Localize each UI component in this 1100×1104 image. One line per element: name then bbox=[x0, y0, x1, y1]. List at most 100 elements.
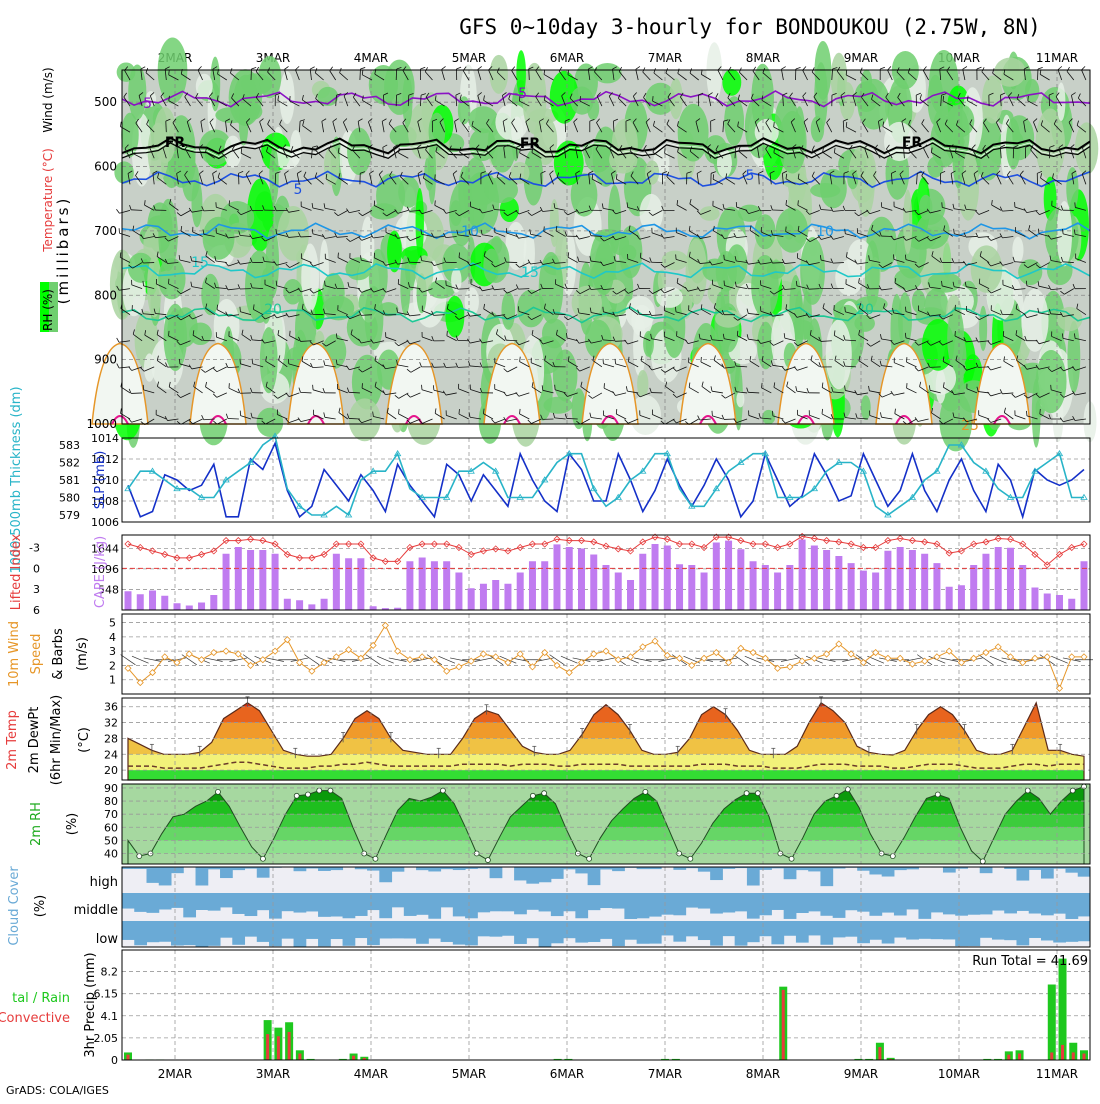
cape-bar bbox=[296, 600, 303, 610]
cloud-bar bbox=[955, 921, 968, 946]
cloud-bar bbox=[134, 921, 147, 945]
rh-marker bbox=[935, 792, 940, 797]
cloud-bar bbox=[379, 893, 392, 918]
rh-patch bbox=[936, 370, 946, 404]
cloud-bar bbox=[722, 921, 735, 936]
temperature-legend-label: Temperature (°C) bbox=[41, 148, 55, 253]
cloud-bar bbox=[330, 921, 343, 939]
cloud-bar bbox=[980, 893, 993, 914]
cape-bar bbox=[210, 595, 217, 610]
wind-barb bbox=[809, 289, 820, 290]
cloud-bar bbox=[1078, 867, 1091, 877]
cape-bar bbox=[664, 546, 671, 611]
lifted-ylabel: Lifted Index bbox=[9, 533, 24, 610]
cloud-bar bbox=[588, 921, 601, 942]
cape-bar bbox=[774, 573, 781, 611]
cloud-bar bbox=[735, 893, 748, 911]
top-date-label: 8MAR bbox=[746, 51, 781, 65]
cape-bar bbox=[995, 547, 1002, 610]
cloud-bar bbox=[245, 893, 258, 916]
cloud-ytick: low bbox=[96, 932, 119, 947]
cloud-bar bbox=[869, 921, 882, 940]
isotherm-label: 5 bbox=[746, 168, 755, 184]
cape-bar bbox=[982, 554, 989, 610]
cloud-bar bbox=[196, 867, 209, 885]
wind-barb-feather bbox=[459, 253, 460, 258]
rh-patch bbox=[762, 410, 775, 425]
rh-patch bbox=[191, 179, 202, 228]
cloud-bar bbox=[1065, 893, 1078, 919]
cloud-bar bbox=[551, 921, 564, 943]
cloud-bar bbox=[857, 893, 870, 912]
bottom-date-label: 3MAR bbox=[256, 1067, 291, 1081]
rh-patch bbox=[428, 141, 436, 204]
wind-barb-feather bbox=[325, 281, 326, 286]
cloud-bar bbox=[575, 893, 588, 918]
wind-barb bbox=[458, 289, 469, 290]
cloud-bar bbox=[588, 867, 601, 885]
cape-bar bbox=[823, 550, 830, 610]
wind-barb-feather bbox=[288, 359, 289, 364]
rh-marker bbox=[845, 787, 850, 792]
precip-convective-bar bbox=[1061, 1045, 1064, 1060]
rh-marker bbox=[643, 789, 648, 794]
rh-patch bbox=[570, 87, 593, 115]
temp-ytick: 28 bbox=[104, 732, 118, 745]
rh-marker bbox=[789, 856, 794, 861]
cloud-bar bbox=[698, 893, 711, 909]
rh-marker bbox=[587, 856, 592, 861]
chart-title: GFS 0~10day 3-hourly for BONDOUKOU (2.75… bbox=[459, 15, 1041, 39]
cloud-bar bbox=[710, 921, 723, 946]
precip-convective-bar bbox=[1083, 1054, 1086, 1060]
cloud-bar bbox=[882, 867, 895, 877]
cape-bar bbox=[517, 573, 524, 611]
cloud-bar bbox=[808, 893, 821, 911]
cloud-bar bbox=[1016, 867, 1029, 881]
rh-patch bbox=[257, 408, 284, 437]
cloud-bar bbox=[526, 893, 539, 910]
wind-barb-feather bbox=[762, 383, 763, 388]
wind-barb-feather bbox=[905, 255, 906, 260]
cape-bar bbox=[480, 584, 487, 610]
rh-ytick: 40 bbox=[104, 848, 118, 861]
isotherm-label: 5 bbox=[294, 182, 303, 198]
cloud-bar bbox=[453, 893, 466, 916]
isotherm-label: 15 bbox=[521, 265, 539, 281]
cloud-bar bbox=[906, 921, 919, 940]
cloud-bar bbox=[404, 921, 417, 938]
cloud-bar bbox=[624, 921, 637, 940]
temp-ytick: 24 bbox=[104, 748, 118, 761]
cape-bar bbox=[970, 565, 977, 610]
wind-barb bbox=[301, 392, 312, 393]
rh-patch bbox=[501, 292, 515, 330]
wind-barb bbox=[131, 210, 142, 211]
cloud-bar bbox=[208, 893, 221, 911]
cloud-bar bbox=[477, 921, 490, 936]
rh-patch bbox=[1057, 201, 1072, 266]
cape-bar bbox=[909, 550, 916, 610]
rh-ytick: 70 bbox=[104, 808, 118, 821]
precip-convective-bar bbox=[1018, 1054, 1021, 1060]
rh-patch bbox=[260, 327, 278, 393]
cloud-bar bbox=[686, 921, 699, 936]
temp-ylabel-4: (°C) bbox=[77, 727, 92, 753]
wind-barb-feather bbox=[276, 281, 277, 286]
cape-bar bbox=[860, 571, 867, 610]
wind-barb-feather bbox=[290, 331, 291, 336]
cape-bar bbox=[1019, 565, 1026, 610]
rh-patch bbox=[903, 190, 912, 254]
cape-bar bbox=[198, 603, 205, 611]
cloud-bar bbox=[845, 893, 858, 910]
top-date-label: 11MAR bbox=[1036, 51, 1078, 65]
bottom-date-label: 7MAR bbox=[648, 1067, 683, 1081]
cape-bar bbox=[1068, 599, 1075, 610]
cape-bar bbox=[1031, 588, 1038, 611]
cloud-bar bbox=[428, 921, 441, 939]
cloud-bar bbox=[404, 893, 417, 916]
precip-convective-bar bbox=[878, 1047, 881, 1060]
wind-barb-feather bbox=[798, 200, 799, 205]
temp-ytick: 20 bbox=[104, 764, 118, 777]
wind-ytick: 4 bbox=[109, 631, 116, 644]
cloud-ytick: high bbox=[90, 875, 118, 890]
cape-bar bbox=[933, 563, 940, 610]
